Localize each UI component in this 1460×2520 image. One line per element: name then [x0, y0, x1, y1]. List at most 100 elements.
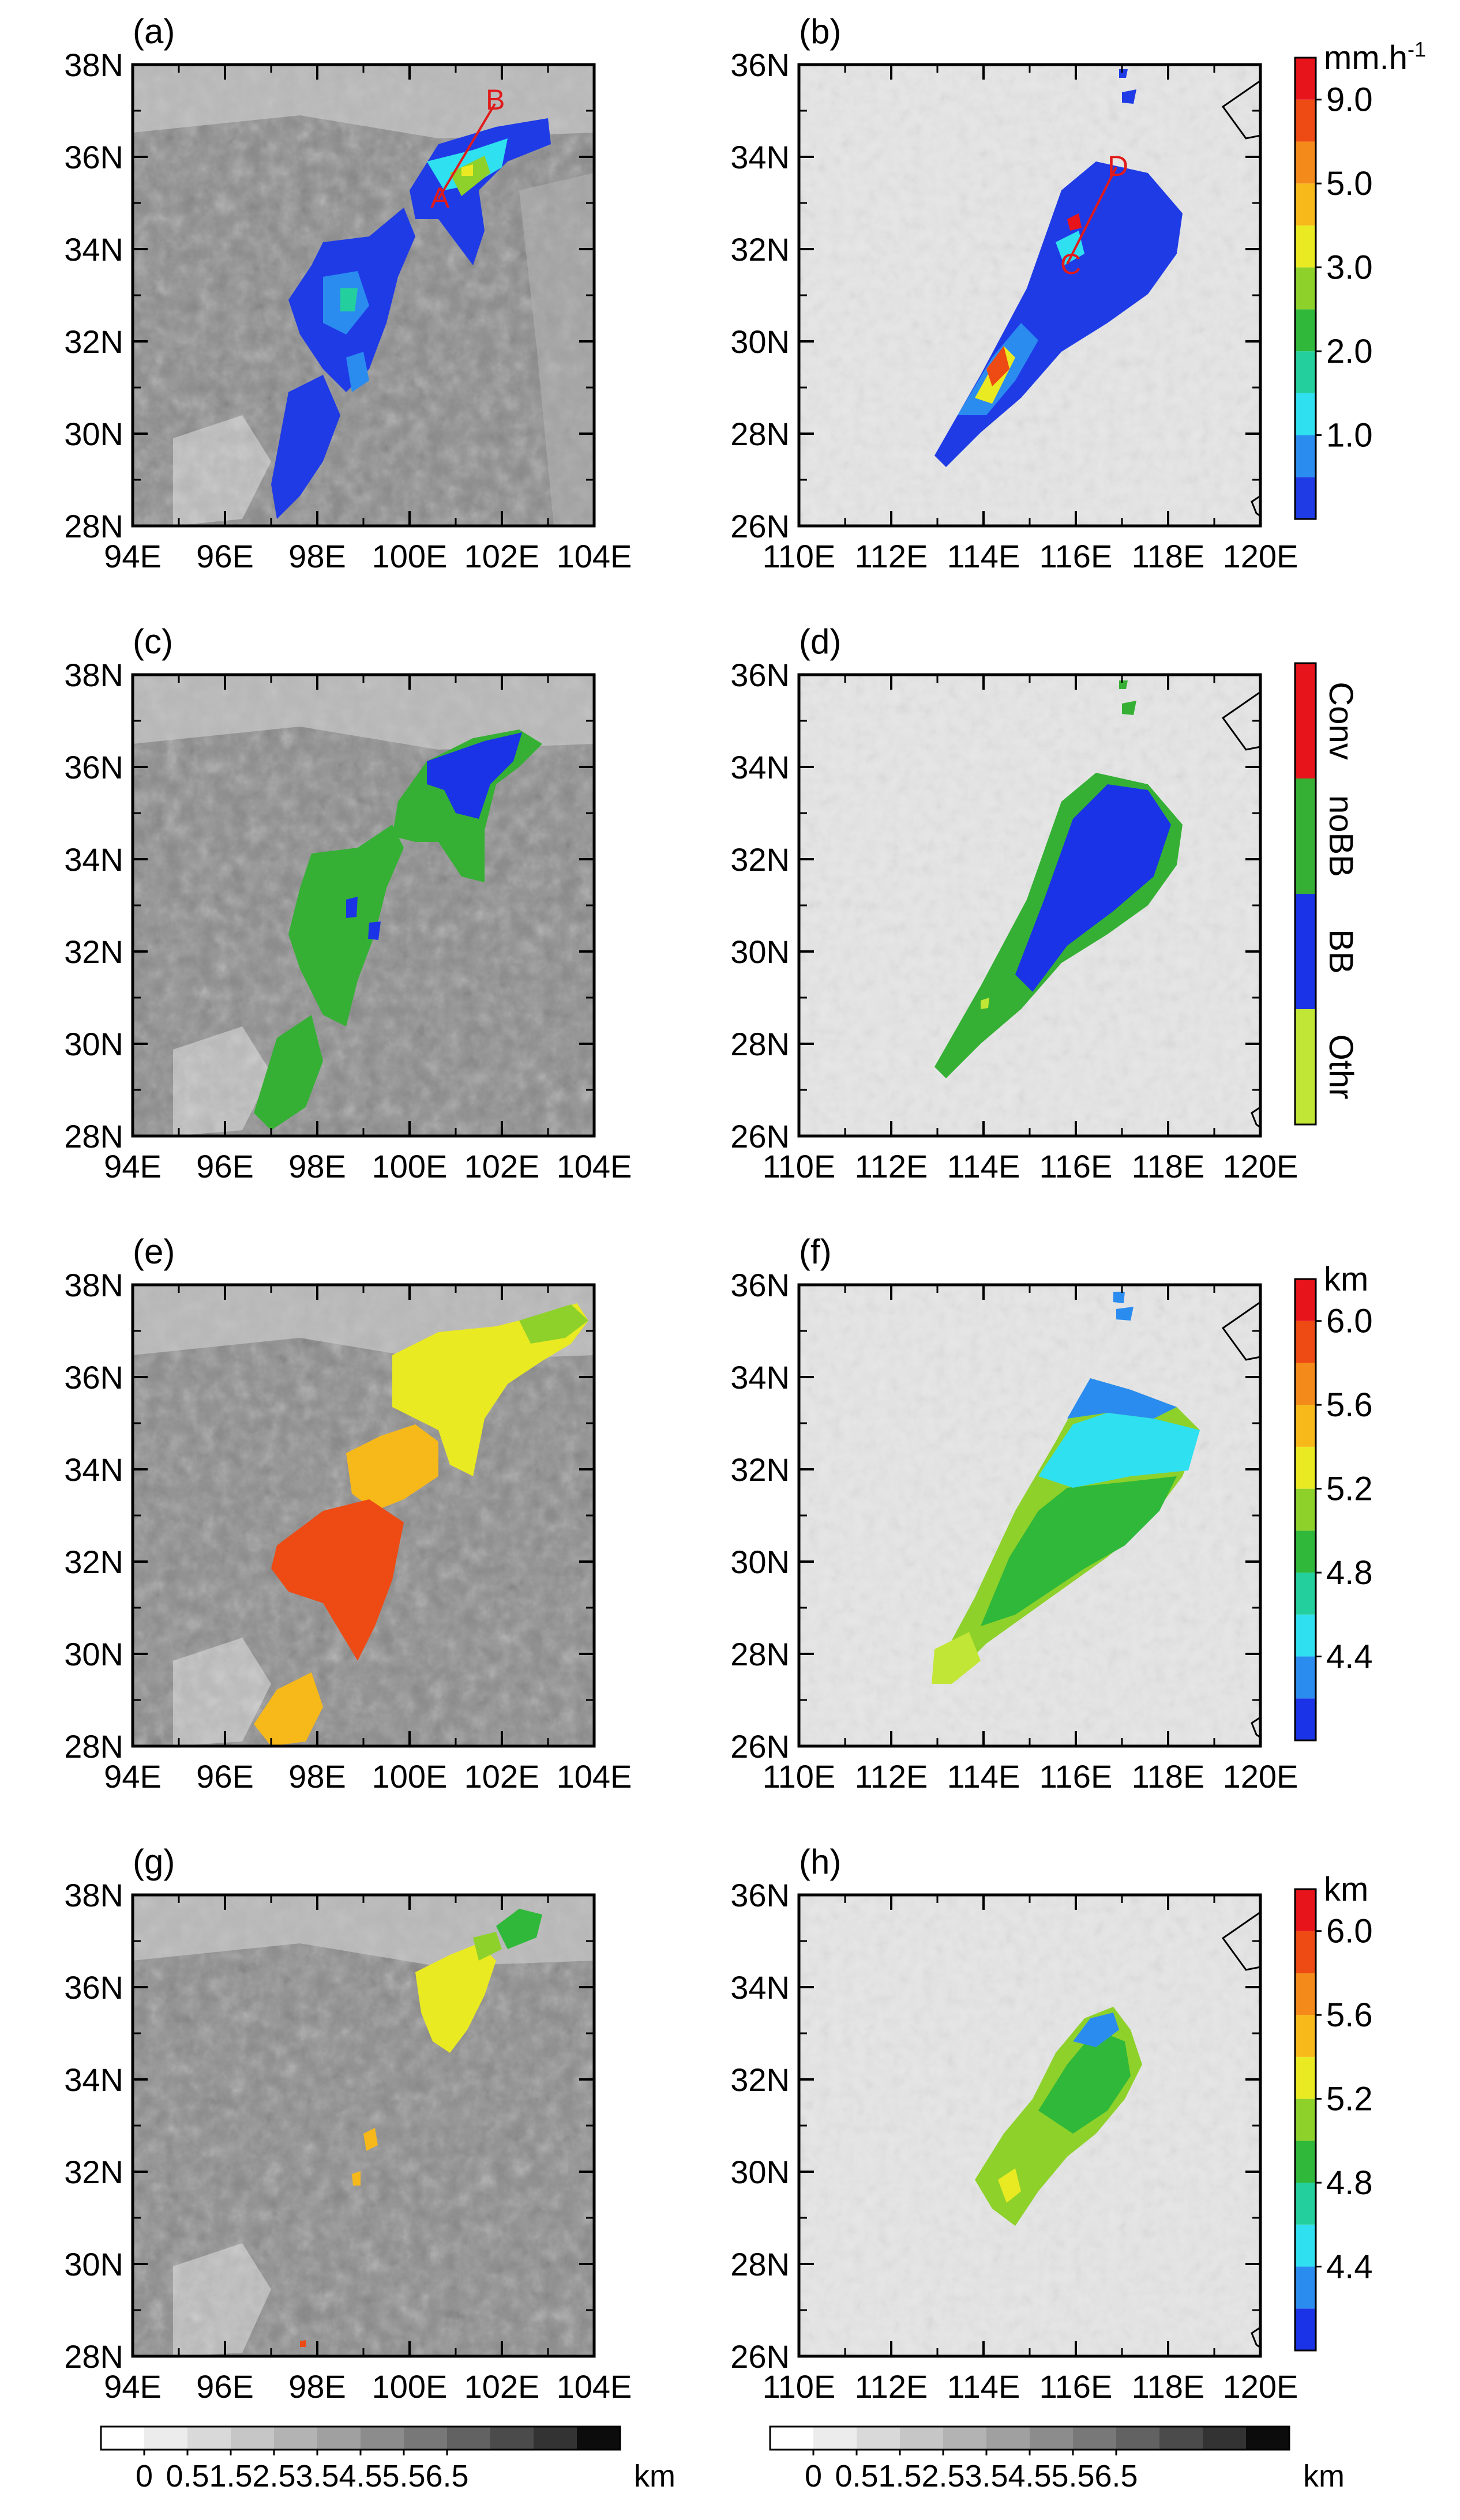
colorbar-label: 4.5	[1008, 2459, 1051, 2493]
y-tick-label: 32N	[730, 2062, 790, 2098]
annotation-b: B	[486, 84, 505, 116]
panel-g: (g) 94E 96E 98E 100E 102E 104E 28N 30N 32N 34N 36…	[64, 1842, 632, 2405]
y-tick-label: 36N	[64, 139, 123, 175]
panel-c: (c) 94E 96E 98E 100E 102E 104E 28N 30N 32N 34N 36…	[64, 622, 632, 1184]
colorbar-swatch	[1295, 1614, 1316, 1657]
colorbar-swatch	[1295, 309, 1316, 352]
colorbar-swatch	[101, 2427, 144, 2450]
colorbar-swatch	[1030, 2427, 1073, 2450]
terrain-basin	[519, 173, 594, 526]
y-tick-label: 30N	[730, 1544, 790, 1580]
colorbar-swatch	[490, 2427, 534, 2450]
x-tick-label: 96E	[196, 1758, 254, 1795]
y-tick-label: 28N	[64, 508, 123, 544]
panel-h: (h) 110E 112E 114E 116E 118E 120E 26N 28N 30N 32…	[730, 1842, 1298, 2405]
colorbar-label: 2.0	[1326, 333, 1373, 370]
colorbar-swatch	[1295, 1656, 1316, 1699]
colorbar-swatch	[1295, 1009, 1316, 1124]
annotation-d: D	[1108, 150, 1128, 182]
colorbar-label: 5.6	[1326, 1996, 1373, 2034]
colorbar-label: 3.5	[295, 2459, 339, 2493]
y-tick-label: 32N	[730, 841, 790, 878]
x-tick-label: 104E	[557, 2368, 632, 2405]
x-tick-label: 110E	[763, 1758, 836, 1795]
x-axis: 94E 96E 98E 100E 102E 104E	[104, 1285, 632, 1795]
colorbar-swatch	[1295, 99, 1316, 142]
colorbar-swatch	[577, 2427, 620, 2450]
height-field	[300, 1909, 542, 2347]
colorbar-swatch	[1295, 2056, 1316, 2099]
colorbar-swatch	[1295, 1889, 1316, 1931]
colorbar-swatch	[1295, 2308, 1316, 2350]
y-tick-label: 36N	[64, 749, 123, 785]
y-tick-label: 26N	[730, 2338, 790, 2375]
y-tick-label: 34N	[64, 841, 123, 878]
x-tick-label: 112E	[855, 2368, 928, 2405]
x-axis: 94E 96E 98E 100E 102E 104E	[104, 1895, 632, 2405]
colorbar-swatch	[1295, 2015, 1316, 2057]
x-tick-label: 94E	[104, 1758, 162, 1795]
x-tick-label: 102E	[464, 538, 540, 574]
y-tick-label: 36N	[64, 1359, 123, 1396]
colorbar-unit: km	[1303, 2459, 1345, 2493]
terrain-valley	[173, 415, 271, 526]
colorbar-label: 4.4	[1326, 1638, 1373, 1676]
colorbar-swatch	[1295, 1321, 1316, 1363]
colorbar-swatch	[1295, 1488, 1316, 1531]
panel-f: (f) 110E 112E 114E 116E 118E 120E 26N 28N 30N 32…	[730, 1232, 1298, 1795]
x-tick-label: 94E	[104, 538, 162, 574]
colorbar-swatch	[404, 2427, 447, 2450]
x-tick-label: 112E	[855, 1148, 928, 1184]
colorbar-swatch	[1295, 2224, 1316, 2267]
y-tick-label: 34N	[730, 749, 790, 785]
y-tick-label: 38N	[64, 1877, 123, 1913]
colorbar-swatch	[857, 2427, 900, 2450]
panel-d: (d) 110E 112E 114E 116E 118E 120E 26N 28N 30N 32…	[730, 622, 1298, 1184]
colorbar-label: 5.0	[1326, 165, 1373, 202]
height-field	[932, 1292, 1200, 1684]
x-tick-label: 120E	[1223, 2368, 1298, 2405]
x-tick-label: 98E	[288, 1148, 346, 1184]
colorbar-category: noBB	[1322, 795, 1360, 877]
colorbar-terrain-left: 0 0.5 1.5 2.5 3.5 4.5 5.5 6.5 km	[100, 2425, 675, 2493]
x-tick-label: 104E	[557, 1758, 632, 1795]
colorbar-label: 0	[136, 2459, 153, 2493]
colorbar-label: 1.5	[209, 2459, 252, 2493]
x-axis: 110E 112E 114E 116E 118E 120E	[763, 1895, 1298, 2405]
y-tick-label: 34N	[64, 231, 123, 268]
colorbar-swatch	[1295, 2183, 1316, 2225]
y-tick-label: 26N	[730, 1728, 790, 1765]
colorbar-swatch	[1295, 351, 1316, 393]
y-tick-label: 34N	[64, 2062, 123, 2098]
colorbar-swatch	[1073, 2427, 1116, 2450]
colorbar-swatch	[1295, 1973, 1316, 2015]
colorbar-height-f: 4.4 4.8 5.2 5.6 6.0 km	[1294, 1261, 1373, 1742]
x-tick-label: 104E	[557, 1148, 632, 1184]
y-tick-label: 26N	[730, 508, 790, 544]
coastline	[1221, 1911, 1261, 1971]
y-tick-label: 36N	[730, 47, 790, 83]
x-tick-label: 116E	[1039, 1148, 1113, 1184]
colorbar-label: 9.0	[1326, 81, 1373, 119]
colorbar-label: 1.5	[878, 2459, 921, 2493]
colorbar-swatch	[1295, 477, 1316, 519]
colorbar-unit: km	[634, 2459, 675, 2493]
coastline	[1251, 495, 1261, 517]
colorbar-swatch	[1295, 894, 1316, 1009]
y-tick-label: 38N	[64, 1267, 123, 1303]
colorbar-rain: 1.0 2.0 3.0 5.0 9.0 mm.h-1	[1294, 37, 1426, 520]
colorbar-swatch	[317, 2427, 361, 2450]
x-tick-label: 100E	[372, 538, 448, 574]
x-tick-label: 118E	[1132, 2368, 1205, 2405]
colorbar-swatch	[274, 2427, 317, 2450]
colorbar-frame	[1294, 1278, 1317, 1742]
y-axis: 28N 30N 32N 34N 36N 38N	[64, 1877, 594, 2375]
x-tick-label: 104E	[557, 538, 632, 574]
colorbar-swatch	[1295, 435, 1316, 477]
x-tick-label: 120E	[1223, 538, 1298, 574]
colorbar-label: 6.5	[1094, 2459, 1138, 2493]
panel-label-a: (a)	[133, 12, 175, 51]
y-tick-label: 30N	[64, 1026, 123, 1062]
x-tick-label: 100E	[372, 2368, 448, 2405]
terrain-valley	[173, 1638, 271, 1746]
